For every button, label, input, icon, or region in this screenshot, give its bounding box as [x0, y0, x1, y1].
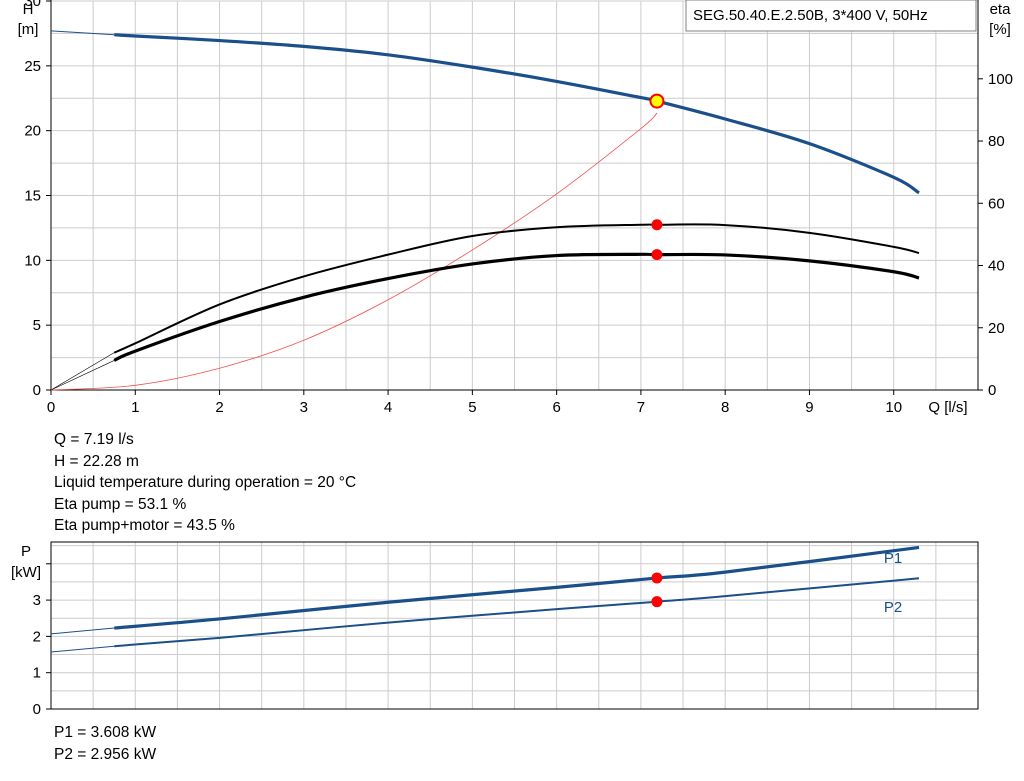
power-tick-label: 1 — [33, 665, 41, 682]
head-tick-label: 5 — [33, 317, 41, 334]
p1-extrapolation — [50, 627, 115, 635]
head-tick-label: 20 — [24, 123, 41, 140]
flow-tick-label: 3 — [300, 399, 308, 416]
power-info: P1 = 3.608 kW P2 = 2.956 kW — [54, 722, 156, 765]
flow-tick-label: 1 — [131, 399, 139, 416]
system-curve — [50, 112, 658, 391]
power-tick-label: 2 — [33, 628, 41, 645]
head-tick-label: 25 — [24, 58, 41, 75]
head-tick-label: 10 — [24, 252, 41, 269]
flow-tick-label: 5 — [468, 399, 476, 416]
flow-tick-label: 4 — [384, 399, 392, 416]
eta-tick-label: 40 — [988, 258, 1005, 275]
head-tick-label: 30 — [24, 0, 41, 10]
eta-tick-label: 0 — [988, 382, 996, 399]
head-axis-label: H — [23, 1, 34, 18]
flow-value: Q = 7.19 l/s — [54, 431, 134, 448]
power-chart-frame — [50, 541, 979, 710]
p1-curve — [114, 545, 920, 630]
eta-axis-label: eta — [990, 1, 1012, 18]
flow-tick-label: 8 — [721, 399, 729, 416]
bottom-chart-grid — [51, 542, 978, 709]
power-tick-label: 0 — [33, 701, 41, 718]
liquid-temperature-value: Liquid temperature during operation = 20… — [54, 474, 357, 491]
p2-extrapolation — [50, 645, 115, 653]
eta-tick-label: 60 — [988, 195, 1005, 212]
eta-pump-curve — [113, 223, 920, 354]
eta-tick-label: 20 — [988, 320, 1005, 337]
p2-series-label: P2 — [884, 599, 902, 616]
head-extrapolation — [50, 30, 115, 36]
eta-pump-motor-value: Eta pump+motor = 43.5 % — [54, 517, 235, 534]
p2-value: P2 = 2.956 kW — [54, 745, 157, 763]
chart-curves — [50, 30, 920, 653]
eta-axis-unit: [%] — [989, 21, 1011, 38]
chart-markers — [649, 93, 665, 608]
flow-tick-label: 10 — [885, 399, 902, 416]
eta-pump-operating-point — [651, 219, 663, 231]
flow-axis-label: Q [l/s] — [928, 399, 967, 416]
p2-operating-point — [651, 596, 663, 608]
eta-pump-value: Eta pump = 53.1 % — [54, 495, 187, 513]
chart-title-box — [685, 0, 977, 32]
head-curve — [114, 33, 920, 195]
eta-pump-motor-operating-point — [651, 249, 663, 261]
head-axis-unit: [m] — [18, 21, 39, 38]
flow-tick-label: 0 — [47, 399, 55, 416]
head-tick-label: 15 — [24, 188, 41, 205]
flow-tick-label: 9 — [805, 399, 813, 416]
head-tick-label: 0 — [33, 382, 41, 399]
eta-pump-extrapolation — [50, 352, 115, 391]
power-tick-label: 3 — [33, 592, 41, 609]
power-axis-unit: [kW] — [11, 564, 41, 581]
eta-tick-label: 100 — [988, 71, 1013, 88]
flow-tick-label: 2 — [215, 399, 223, 416]
head-operating-point — [649, 93, 665, 109]
p2-curve — [114, 577, 920, 648]
power-axis-label: P — [21, 543, 31, 560]
eta-pump-motor-extrapolation — [50, 360, 115, 391]
chart-frames — [46, 0, 983, 710]
chart-title: SEG.50.40.E.2.50B, 3*400 V, 50Hz — [693, 7, 928, 24]
head-value: H = 22.28 m — [54, 452, 139, 470]
operating-point-info: Q = 7.19 l/s H = 22.28 m Liquid temperat… — [54, 429, 356, 537]
flow-tick-label: 7 — [637, 399, 645, 416]
eta-tick-label: 80 — [988, 133, 1005, 150]
p1-operating-point — [651, 572, 663, 584]
flow-tick-label: 6 — [552, 399, 560, 416]
p1-value: P1 = 3.608 kW — [54, 724, 157, 741]
p1-series-label: P1 — [884, 550, 902, 567]
eta-pump-motor-curve — [113, 252, 920, 362]
